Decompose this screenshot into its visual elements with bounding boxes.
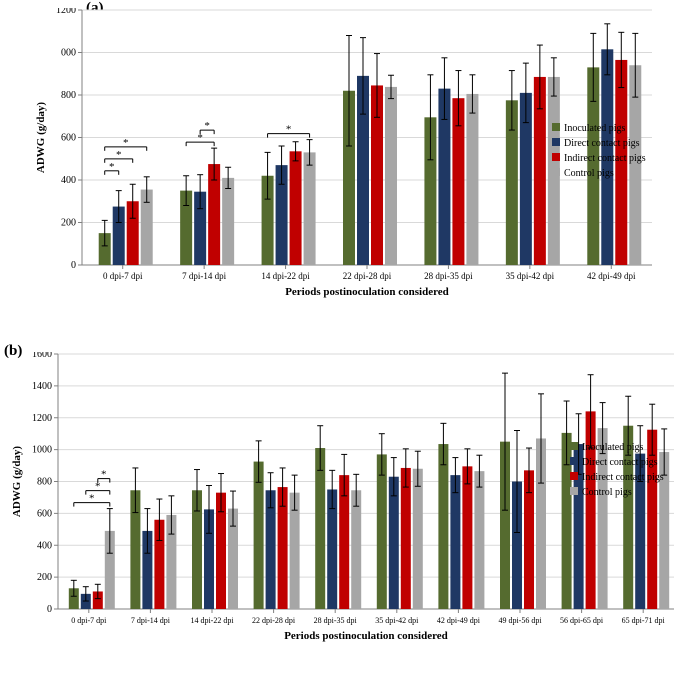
svg-text:400: 400 <box>37 540 52 551</box>
chart-a: 0 200 400 600 800 000 1200 ADWG (g/day) 0 dpi-7 … <box>0 8 699 328</box>
svg-text:*: * <box>123 137 129 149</box>
svg-text:1200: 1200 <box>56 8 76 16</box>
svg-text:200: 200 <box>37 572 52 583</box>
svg-text:Periods postinoculation consid: Periods postinoculation considered <box>285 286 449 298</box>
svg-text:*: * <box>109 161 115 173</box>
svg-text:400: 400 <box>61 175 76 186</box>
svg-text:600: 600 <box>61 133 76 144</box>
svg-text:28 dpi-35 dpi: 28 dpi-35 dpi <box>424 271 473 281</box>
svg-text:*: * <box>286 124 292 136</box>
svg-text:200: 200 <box>61 218 76 229</box>
svg-text:7 dpi-14 dpi: 7 dpi-14 dpi <box>182 271 226 281</box>
svg-text:Inoculated pigs: Inoculated pigs <box>582 442 643 453</box>
svg-text:0 dpi-7 dpi: 0 dpi-7 dpi <box>71 616 107 625</box>
chart-b: 0 200 400 600 800 1000 1200 1400 1600 ADWG (g/day… <box>0 352 699 672</box>
svg-text:Periods postinoculation consid: Periods postinoculation considered <box>284 630 448 642</box>
svg-text:600: 600 <box>37 508 52 519</box>
svg-text:1000: 1000 <box>32 445 52 456</box>
svg-text:800: 800 <box>37 477 52 488</box>
svg-text:56 dpi-65 dpi: 56 dpi-65 dpi <box>560 616 604 625</box>
svg-text:1600: 1600 <box>32 352 52 360</box>
svg-text:Inoculated pigs: Inoculated pigs <box>564 123 625 134</box>
svg-text:0 dpi-7 dpi: 0 dpi-7 dpi <box>103 271 143 281</box>
svg-text:14 dpi-22 dpi: 14 dpi-22 dpi <box>261 271 310 281</box>
svg-text:22 dpi-28 dpi: 22 dpi-28 dpi <box>343 271 392 281</box>
svg-text:42 dpi-49 dpi: 42 dpi-49 dpi <box>437 616 481 625</box>
svg-text:ADWG (g/day): ADWG (g/day) <box>35 102 47 174</box>
svg-text:Indirect contact pigs: Indirect contact pigs <box>564 153 646 164</box>
svg-text:35 dpi-42 dpi: 35 dpi-42 dpi <box>506 271 555 281</box>
svg-text:000: 000 <box>61 48 76 59</box>
svg-text:1400: 1400 <box>32 381 52 392</box>
svg-text:Control pigs: Control pigs <box>582 487 632 498</box>
svg-text:*: * <box>204 120 210 132</box>
svg-text:35 dpi-42 dpi: 35 dpi-42 dpi <box>375 616 419 625</box>
svg-text:22 dpi-28 dpi: 22 dpi-28 dpi <box>252 616 296 625</box>
svg-text:1200: 1200 <box>32 413 52 424</box>
svg-text:Direct contact pigs: Direct contact pigs <box>564 138 640 149</box>
svg-text:Direct contact pigs: Direct contact pigs <box>582 457 658 468</box>
figure: (a) (b) 02004006008000001200ADWG (g/day)… <box>0 0 699 675</box>
svg-text:*: * <box>89 493 95 505</box>
svg-text:14 dpi-22 dpi: 14 dpi-22 dpi <box>190 616 234 625</box>
svg-text:*: * <box>116 149 122 161</box>
svg-text:Control pigs: Control pigs <box>564 168 614 179</box>
svg-text:49 dpi-56 dpi: 49 dpi-56 dpi <box>498 616 542 625</box>
svg-text:800: 800 <box>61 90 76 101</box>
svg-text:65 dpi-71 dpi: 65 dpi-71 dpi <box>622 616 666 625</box>
svg-text:ADWG (g/day): ADWG (g/day) <box>11 446 23 518</box>
svg-text:*: * <box>101 469 107 481</box>
svg-text:0: 0 <box>47 604 52 615</box>
svg-text:Indirect contact pigs: Indirect contact pigs <box>582 472 664 483</box>
svg-text:0: 0 <box>71 260 76 271</box>
svg-text:28 dpi-35 dpi: 28 dpi-35 dpi <box>314 616 358 625</box>
svg-text:7 dpi-14 dpi: 7 dpi-14 dpi <box>131 616 171 625</box>
svg-text:42 dpi-49 dpi: 42 dpi-49 dpi <box>587 271 636 281</box>
